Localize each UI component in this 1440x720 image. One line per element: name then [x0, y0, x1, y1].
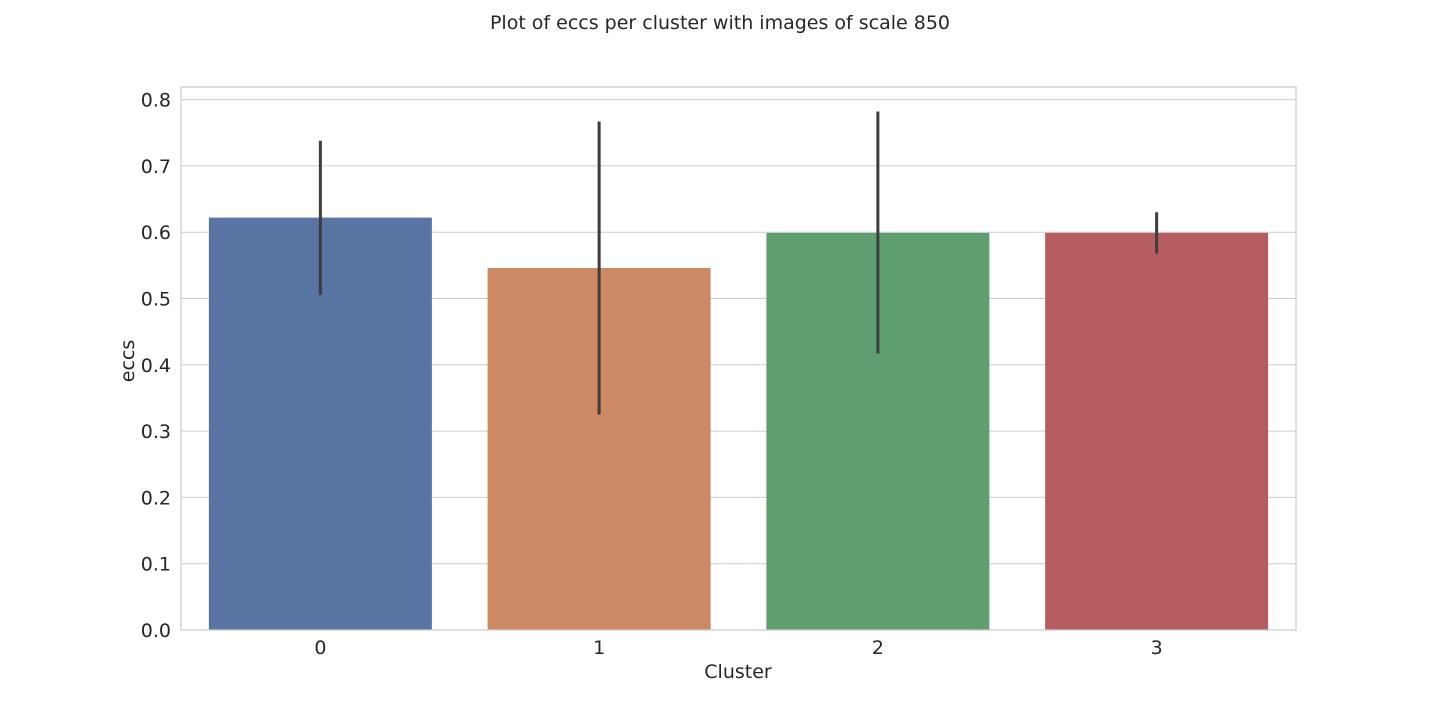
x-tick-label: 2 [872, 637, 884, 659]
y-tick-labels: 0.0 0.1 0.2 0.3 0.4 0.5 0.6 0.7 0.8 [141, 90, 171, 642]
x-tick-labels: 0 1 2 3 [314, 637, 1162, 659]
y-tick-label: 0.0 [141, 620, 171, 642]
chart-title: Plot of eccs per cluster with images of … [490, 12, 950, 34]
bar-cluster-3 [1045, 232, 1269, 630]
y-tick-label: 0.5 [141, 289, 171, 311]
y-tick-label: 0.8 [141, 90, 171, 112]
plot-frame [180, 86, 1297, 631]
x-axis-label: Cluster [704, 661, 772, 683]
y-tick-label: 0.2 [141, 487, 171, 509]
x-tick-label: 0 [314, 637, 326, 659]
bars [208, 217, 1269, 630]
y-tick-label: 0.7 [141, 156, 171, 178]
y-axis-label: eccs [117, 340, 139, 382]
y-tick-label: 0.3 [141, 421, 171, 443]
x-tick-label: 3 [1151, 637, 1163, 659]
y-tick-label: 0.4 [141, 355, 171, 377]
y-tick-label: 0.1 [141, 554, 171, 576]
y-tick-label: 0.6 [141, 222, 171, 244]
x-tick-label: 1 [593, 637, 605, 659]
error-bars [318, 111, 1159, 415]
